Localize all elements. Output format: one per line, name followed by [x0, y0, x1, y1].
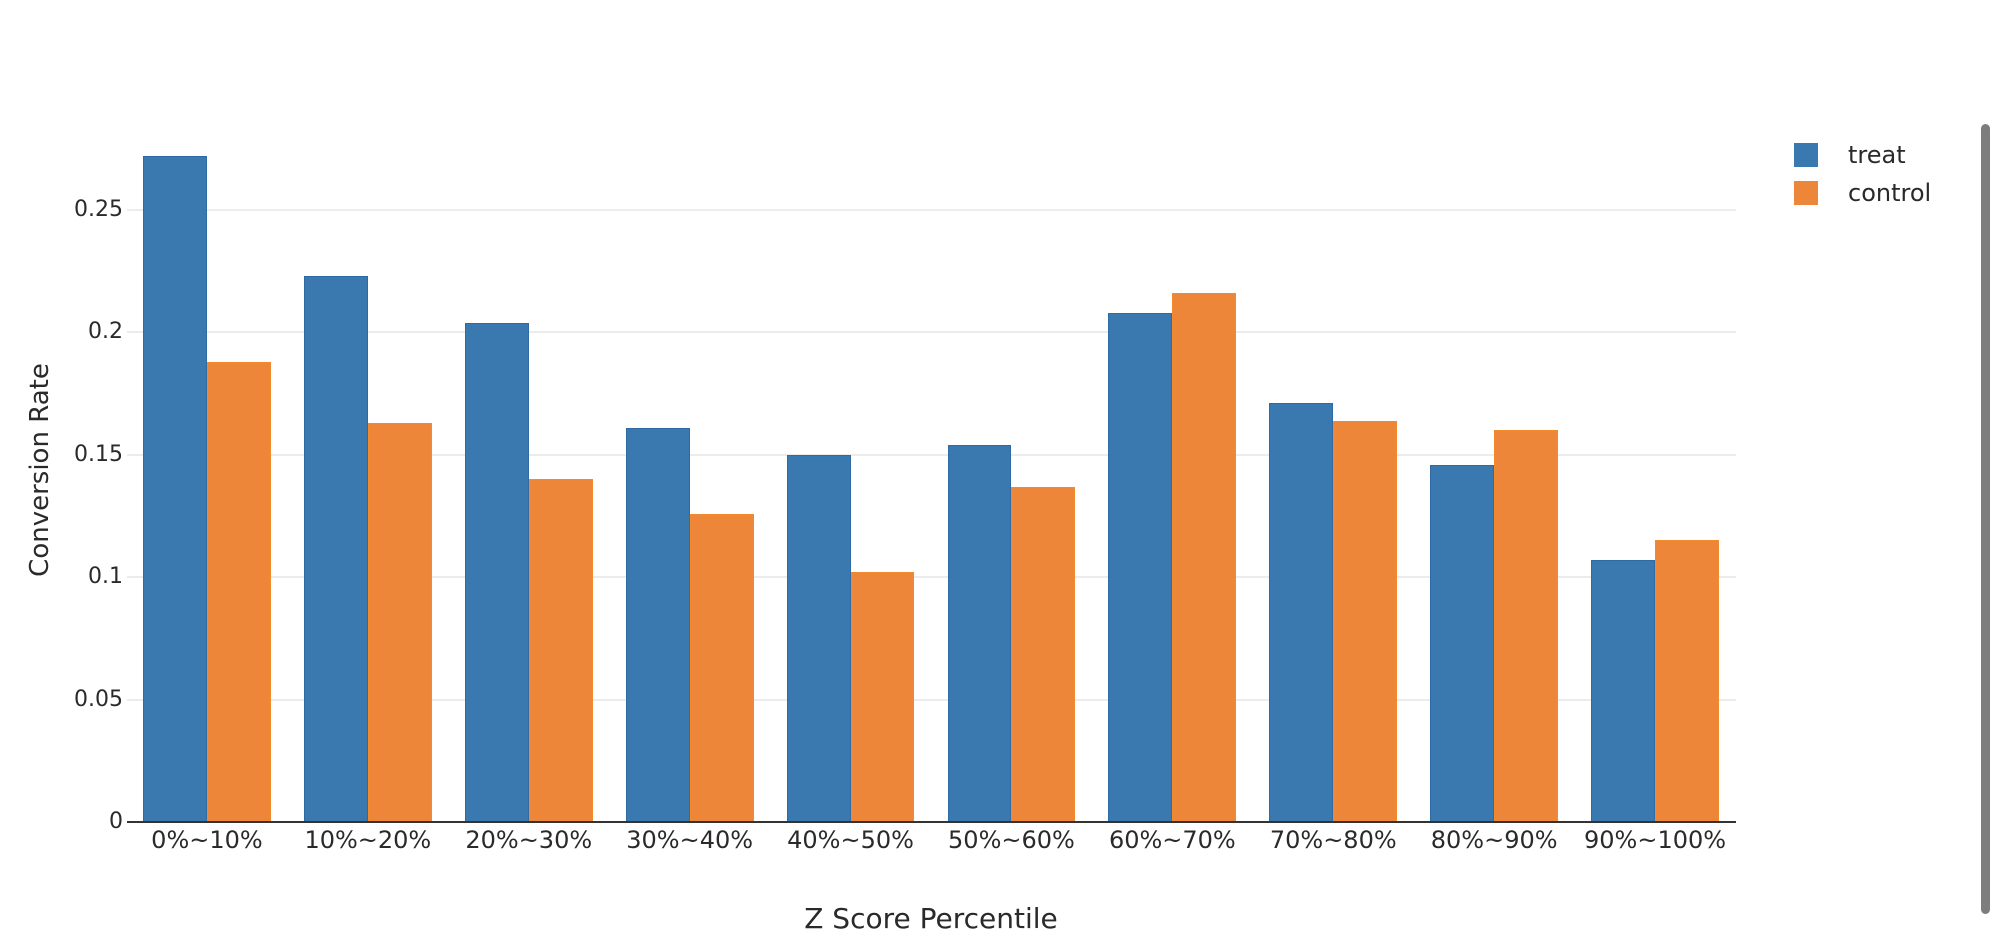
- bar-control[interactable]: [1011, 486, 1076, 822]
- legend-swatch-control-icon: [1794, 181, 1818, 205]
- legend-label: treat: [1848, 141, 1906, 169]
- x-tick-label: 40%~50%: [787, 826, 914, 854]
- x-tick-label: 60%~70%: [1108, 826, 1236, 854]
- bar-treat[interactable]: [1108, 312, 1173, 822]
- legend: treat control: [1794, 136, 1931, 212]
- y-axis-title: Conversion Rate: [25, 363, 55, 577]
- x-tick-label: 90%~100%: [1584, 826, 1727, 854]
- bar-treat[interactable]: [625, 427, 690, 822]
- bar-control[interactable]: [1655, 540, 1719, 822]
- legend-label: control: [1848, 179, 1932, 207]
- legend-swatch-treat-icon: [1794, 143, 1818, 167]
- gridline: [126, 576, 1736, 579]
- x-axis-line: [126, 821, 1736, 823]
- bar-control[interactable]: [1333, 420, 1398, 822]
- x-tick-label: 0%~10%: [151, 826, 263, 854]
- y-tick-label: 0.05: [74, 686, 123, 712]
- bar-treat[interactable]: [1269, 403, 1334, 822]
- y-tick-label: 0.15: [74, 441, 123, 467]
- y-tick-label: 0.2: [88, 319, 123, 345]
- bar-control[interactable]: [1494, 430, 1559, 822]
- bar-treat[interactable]: [786, 454, 851, 822]
- bar-control[interactable]: [1172, 293, 1237, 822]
- bar-treat[interactable]: [464, 322, 529, 822]
- x-tick-label: 80%~90%: [1430, 826, 1558, 854]
- bar-control[interactable]: [850, 572, 915, 822]
- legend-item-treat[interactable]: treat: [1794, 136, 1931, 174]
- bar-treat[interactable]: [143, 156, 207, 822]
- bar-control[interactable]: [206, 361, 271, 822]
- bar-control[interactable]: [689, 513, 754, 822]
- y-tick-label: 0: [109, 809, 123, 834]
- vertical-scrollbar[interactable]: [1981, 124, 1990, 914]
- bar-treat[interactable]: [947, 445, 1012, 822]
- bar-control[interactable]: [528, 479, 593, 822]
- x-tick-label: 50%~60%: [948, 826, 1075, 854]
- bar-treat[interactable]: [303, 276, 368, 822]
- x-tick-label: 30%~40%: [626, 826, 754, 854]
- gridline: [126, 698, 1736, 701]
- y-tick-label: 0.1: [88, 564, 123, 590]
- gridline: [126, 209, 1736, 211]
- bar-control[interactable]: [367, 422, 432, 822]
- gridline: [126, 453, 1736, 456]
- x-tick-label: 10%~20%: [304, 826, 432, 854]
- bar-treat[interactable]: [1430, 464, 1495, 822]
- legend-item-control[interactable]: control: [1794, 174, 1931, 212]
- y-tick-label: 0.25: [74, 197, 123, 222]
- bar-treat[interactable]: [1591, 560, 1656, 822]
- gridline: [126, 331, 1736, 334]
- x-tick-label: 70%~80%: [1269, 826, 1397, 854]
- x-tick-label: 20%~30%: [465, 826, 593, 854]
- x-axis-title: Z Score Percentile: [804, 902, 1058, 935]
